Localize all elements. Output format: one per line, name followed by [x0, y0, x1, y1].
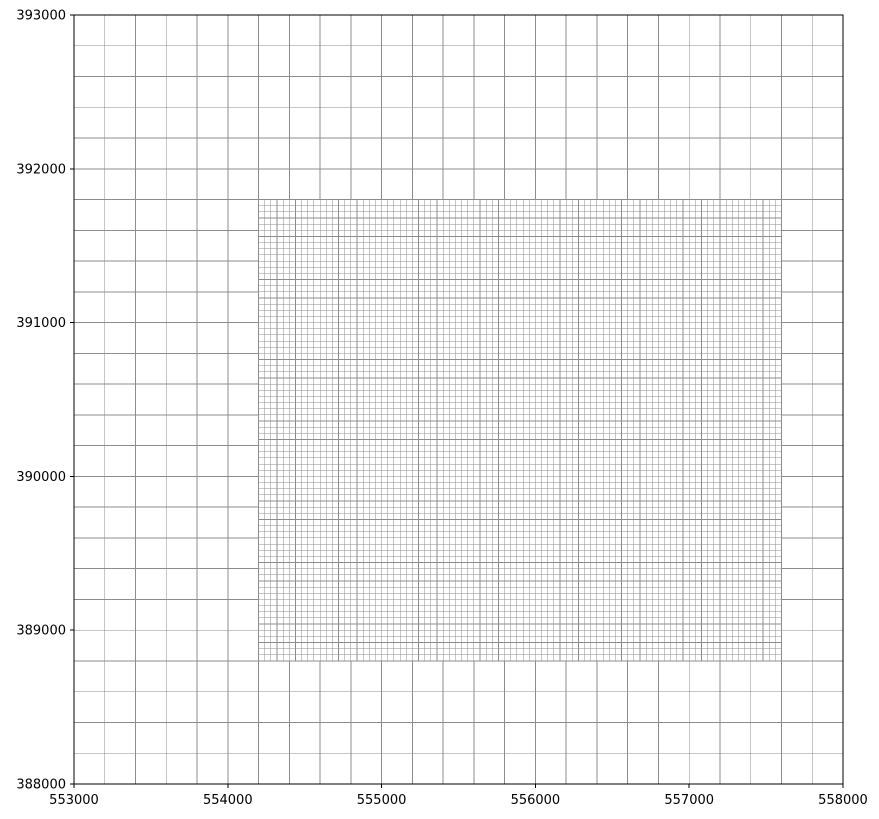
y-tick-label: 388000	[16, 778, 66, 793]
x-tick-label: 555000	[357, 793, 407, 808]
y-tick-label: 389000	[16, 624, 66, 639]
x-tick-label: 553000	[49, 793, 99, 808]
y-tick-label: 393000	[16, 9, 66, 24]
x-axis-ticks: 553000 554000 555000 556000 557000 558000	[49, 784, 868, 808]
y-axis-ticks: 388000 389000 390000 391000 392000 393000	[16, 9, 74, 793]
x-tick-label: 554000	[203, 793, 253, 808]
refined-grid-background	[258, 199, 782, 661]
x-tick-label: 558000	[818, 793, 868, 808]
refined-grid-lines	[258, 199, 782, 662]
y-tick-label: 390000	[16, 470, 66, 485]
y-tick-label: 392000	[16, 162, 66, 177]
y-tick-label: 391000	[16, 316, 66, 331]
x-tick-label: 556000	[511, 793, 561, 808]
x-tick-label: 557000	[664, 793, 714, 808]
axes-frame	[73, 14, 844, 785]
